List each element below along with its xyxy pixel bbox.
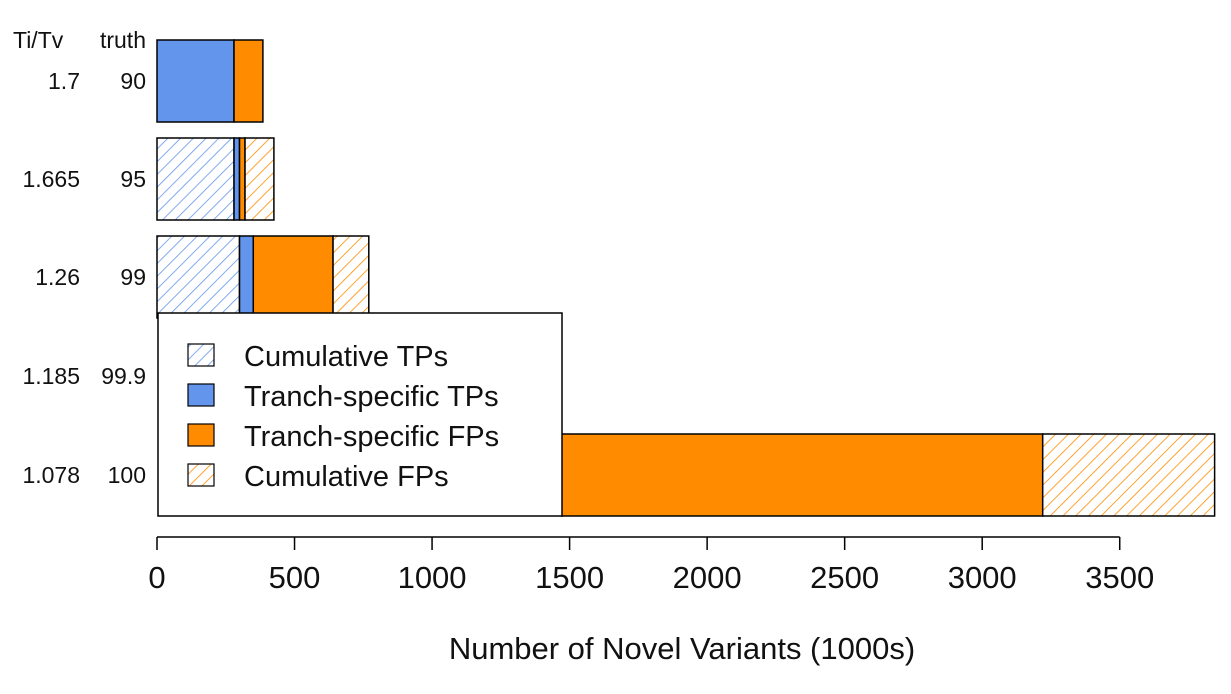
bars-layer bbox=[156, 39, 1216, 517]
bar-segment-tranch-specific-fps bbox=[233, 39, 264, 123]
row-labels: 1.7 90 1.665 95 1.26 99 1.185 99.9 1.078 100 bbox=[22, 68, 146, 488]
bar-segment-cumulative-fps bbox=[1041, 433, 1216, 517]
truth-label: 95 bbox=[120, 166, 146, 192]
titv-label: 1.078 bbox=[22, 462, 80, 488]
truth-label: 99 bbox=[120, 264, 146, 290]
legend-swatch-tranch-specific-tps bbox=[187, 383, 215, 407]
titv-label: 1.185 bbox=[22, 363, 80, 389]
x-tick-label: 2500 bbox=[810, 560, 879, 595]
bar-segment-cumulative-tps bbox=[156, 137, 235, 221]
x-tick-label: 2000 bbox=[673, 560, 742, 595]
bar-segment-cumulative-fps bbox=[332, 235, 370, 319]
bar-segment-tranch-specific-fps bbox=[560, 433, 1044, 517]
bar-segment-tranch-specific-tps bbox=[156, 39, 235, 123]
bar-segment-tranch-specific-tps bbox=[238, 235, 255, 319]
legend-label-tranch-specific-tps: Tranch-specific TPs bbox=[244, 381, 499, 413]
truth-label: 90 bbox=[120, 68, 146, 94]
x-tick-label: 500 bbox=[269, 560, 321, 595]
truth-label: 100 bbox=[108, 462, 146, 488]
bar-segment-cumulative-tps bbox=[156, 235, 241, 319]
x-tick-label: 1500 bbox=[535, 560, 604, 595]
truth-label: 99.9 bbox=[101, 363, 146, 389]
x-tick-label: 1000 bbox=[398, 560, 467, 595]
bar-segment-tranch-specific-fps bbox=[238, 137, 246, 221]
legend-label-cumulative-tps: Cumulative TPs bbox=[244, 341, 448, 373]
titv-label: 1.665 bbox=[22, 166, 80, 192]
legend: Cumulative TPs Tranch-specific TPs Tranch-… bbox=[157, 312, 563, 517]
legend-swatch-cumulative-fps bbox=[187, 463, 215, 487]
titv-label: 1.26 bbox=[35, 264, 80, 290]
legend-box bbox=[157, 312, 563, 517]
x-tick-label: 3000 bbox=[948, 560, 1017, 595]
legend-label-tranch-specific-fps: Tranch-specific FPs bbox=[244, 421, 499, 453]
bar-segment-cumulative-fps bbox=[244, 137, 275, 221]
legend-swatch-tranch-specific-fps bbox=[187, 423, 215, 447]
bar-segment-tranch-specific-tps bbox=[233, 137, 241, 221]
x-axis: 0 500 1000 1500 2000 2500 3000 3500 bbox=[148, 536, 1154, 595]
truth-header: truth bbox=[100, 27, 146, 53]
legend-label-cumulative-fps: Cumulative FPs bbox=[244, 461, 449, 493]
bar-segment-tranch-specific-fps bbox=[252, 235, 334, 319]
titv-label: 1.7 bbox=[48, 68, 80, 94]
titv-header: Ti/Tv bbox=[13, 27, 64, 53]
x-tick-label: 0 bbox=[148, 560, 165, 595]
legend-swatch-cumulative-tps bbox=[187, 343, 215, 367]
x-axis-label: Number of Novel Variants (1000s) bbox=[449, 631, 915, 666]
x-tick-label: 3500 bbox=[1085, 560, 1154, 595]
